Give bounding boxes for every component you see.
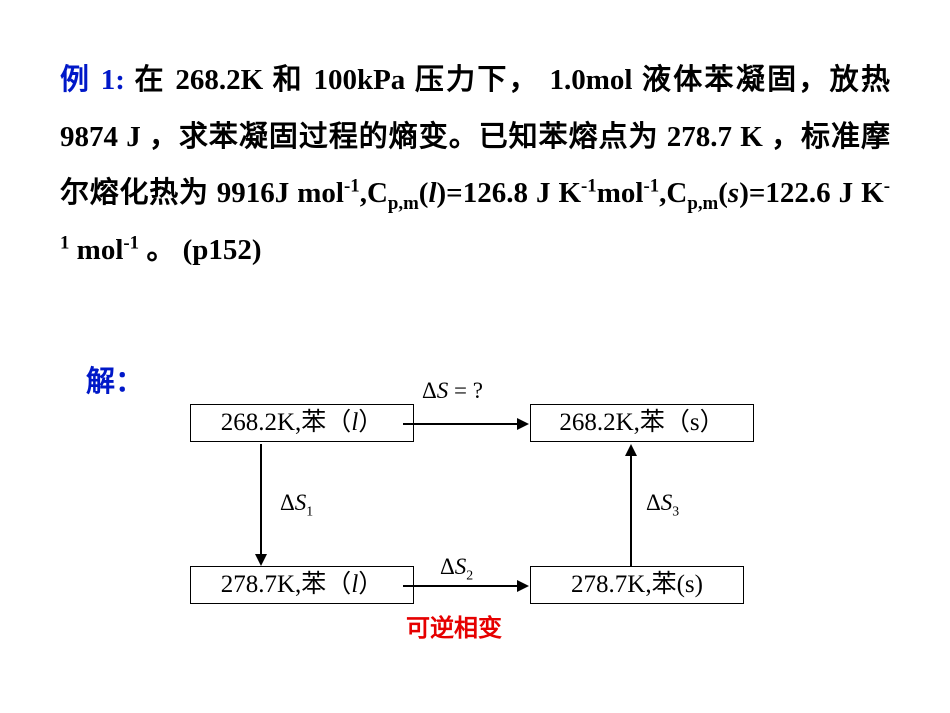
- T-initial: 268.2K: [175, 64, 263, 96]
- arrow-top-line: [403, 423, 517, 425]
- arrow-right-line: [630, 456, 632, 566]
- box-T: 268.2K,: [559, 405, 640, 441]
- slide: 例 1: 在 268.2K 和 100kPa 压力下， 1.0mol 液体苯凝固…: [0, 0, 950, 713]
- state-box-top-right: 268.2K, 苯（ s）: [530, 404, 754, 442]
- state-box-bottom-left: 278.7K, 苯（ l）: [190, 566, 414, 604]
- cp-s-val: 122.6 J K: [765, 177, 883, 209]
- box-phase: s: [685, 567, 695, 603]
- sub: 1: [306, 504, 313, 519]
- txt: (: [718, 177, 728, 209]
- hess-cycle-diagram: 268.2K, 苯（ l） 268.2K, 苯（ s） 278.7K, 苯（ l…: [190, 404, 810, 664]
- S: S: [437, 378, 449, 403]
- phase-s: s: [728, 177, 739, 209]
- paren: ）: [700, 405, 725, 441]
- box-T: 278.7K,: [221, 567, 302, 603]
- H-fus: 9916J mol: [217, 177, 344, 209]
- txt: 在: [135, 64, 176, 96]
- state-box-top-left: 268.2K, 苯（ l）: [190, 404, 414, 442]
- arrow-left-line: [260, 444, 262, 554]
- paren: ): [695, 567, 703, 603]
- arrow-right-head-icon: [625, 444, 637, 456]
- txt: ，求苯凝固过程的熵变。已知苯熔点为: [141, 121, 667, 153]
- box-phase: l: [351, 405, 358, 441]
- box-species: 苯: [640, 405, 665, 441]
- heat: 9874 J: [60, 121, 141, 153]
- box-phase: s: [690, 405, 700, 441]
- delta: Δ: [422, 378, 437, 403]
- txt: )=: [739, 177, 765, 209]
- paren: （: [326, 405, 351, 441]
- solution-label: 解：: [86, 358, 144, 400]
- arrow-bottom-head-icon: [517, 580, 529, 592]
- sub: p,m: [388, 193, 419, 214]
- arrow-left-head-icon: [255, 554, 267, 566]
- txt: ,C: [360, 177, 388, 209]
- delta: Δ: [646, 490, 661, 515]
- reversible-note: 可逆相变: [406, 608, 502, 643]
- txt: mol: [69, 234, 123, 266]
- delta-S-top-label: ΔS = ?: [422, 378, 483, 404]
- cp-l-val: 126.8 J K: [463, 177, 581, 209]
- txt: (: [419, 177, 429, 209]
- sub: 2: [466, 568, 473, 583]
- paren: （: [665, 405, 690, 441]
- box-T: 278.7K,: [571, 567, 652, 603]
- delta-S2-label: ΔS2: [440, 554, 473, 580]
- arrow-bottom-line: [403, 585, 517, 587]
- delta: Δ: [280, 490, 295, 515]
- example-label: 例 1:: [60, 64, 135, 96]
- box-T: 268.2K,: [221, 405, 302, 441]
- exp: -1: [581, 175, 597, 196]
- paren: (: [677, 567, 685, 603]
- arrow-top-head-icon: [517, 418, 529, 430]
- paren: （: [326, 567, 351, 603]
- pressure: 100kPa: [313, 64, 405, 96]
- S: S: [295, 490, 307, 515]
- sub: 3: [672, 504, 679, 519]
- box-phase: l: [351, 567, 358, 603]
- phase-l: l: [428, 177, 436, 209]
- paren: ）: [358, 567, 383, 603]
- delta-S1-label: ΔS1: [280, 490, 313, 516]
- txt: ,C: [659, 177, 687, 209]
- box-species: 苯: [301, 567, 326, 603]
- txt: 液体苯凝固，放热: [632, 64, 889, 96]
- S: S: [455, 554, 467, 579]
- state-box-bottom-right: 278.7K, 苯 (s): [530, 566, 744, 604]
- paren: ）: [358, 405, 383, 441]
- mol: 1.0mol: [550, 64, 633, 96]
- exp: -1: [344, 175, 360, 196]
- txt: 压力下，: [405, 64, 549, 96]
- problem-text: 例 1: 在 268.2K 和 100kPa 压力下， 1.0mol 液体苯凝固…: [60, 52, 890, 278]
- eqq: = ?: [448, 378, 483, 403]
- exp: -1: [123, 232, 139, 253]
- delta: Δ: [440, 554, 455, 579]
- txt: 。 (p152): [139, 234, 261, 266]
- exp: -1: [643, 175, 659, 196]
- S: S: [661, 490, 673, 515]
- txt: mol: [597, 177, 644, 209]
- box-species: 苯: [652, 567, 677, 603]
- delta-S3-label: ΔS3: [646, 490, 679, 516]
- sub: p,m: [687, 193, 718, 214]
- box-species: 苯: [301, 405, 326, 441]
- T-melt: 278.7 K: [667, 121, 763, 153]
- txt: )=: [437, 177, 463, 209]
- txt: 和: [263, 64, 313, 96]
